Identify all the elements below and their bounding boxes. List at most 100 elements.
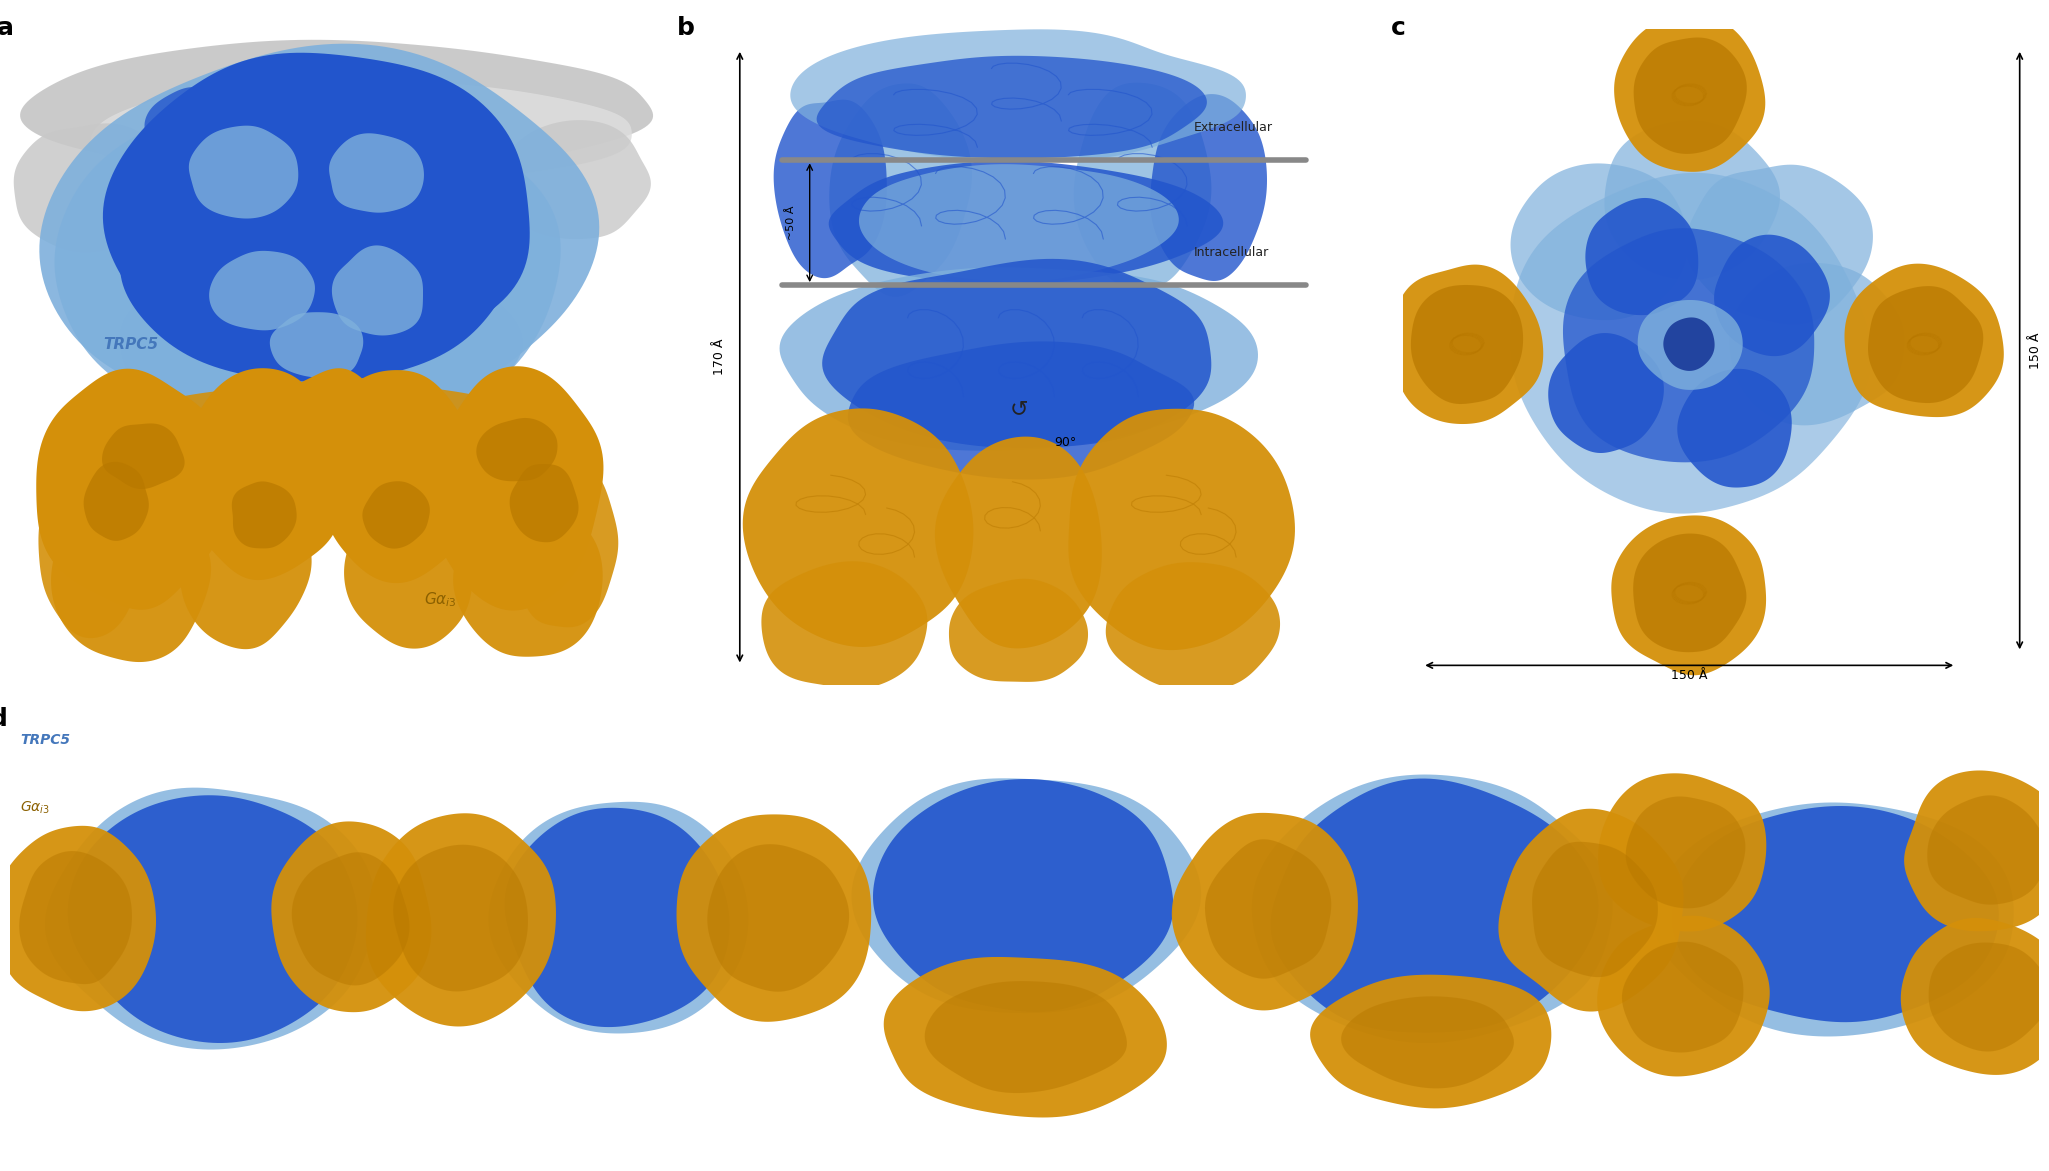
Polygon shape <box>0 826 156 1012</box>
Polygon shape <box>1654 802 2014 1036</box>
Polygon shape <box>209 251 316 330</box>
Polygon shape <box>1869 286 1983 403</box>
Polygon shape <box>1904 771 2049 931</box>
Polygon shape <box>1611 515 1766 676</box>
Polygon shape <box>475 418 557 481</box>
Polygon shape <box>18 851 131 984</box>
Polygon shape <box>270 821 432 1012</box>
Polygon shape <box>1633 534 1746 652</box>
Polygon shape <box>1533 842 1658 977</box>
Polygon shape <box>1604 119 1781 280</box>
Text: G$\alpha_{i3}$: G$\alpha_{i3}$ <box>20 799 51 816</box>
Text: c: c <box>1391 16 1406 40</box>
Polygon shape <box>1672 806 2000 1022</box>
Polygon shape <box>1844 263 2004 417</box>
Polygon shape <box>488 802 748 1034</box>
Polygon shape <box>121 118 516 382</box>
Polygon shape <box>291 852 410 986</box>
Polygon shape <box>1901 918 2049 1075</box>
Polygon shape <box>195 75 293 141</box>
Polygon shape <box>676 814 871 1022</box>
Polygon shape <box>510 464 578 542</box>
Polygon shape <box>1549 333 1664 453</box>
Polygon shape <box>744 409 973 648</box>
Polygon shape <box>1615 16 1766 172</box>
Polygon shape <box>828 160 1223 285</box>
Polygon shape <box>176 68 449 226</box>
Polygon shape <box>1633 37 1748 153</box>
Polygon shape <box>39 447 145 638</box>
Polygon shape <box>189 125 299 219</box>
Polygon shape <box>1684 165 1873 324</box>
Polygon shape <box>453 500 602 657</box>
Polygon shape <box>55 96 561 436</box>
Polygon shape <box>377 101 471 182</box>
Polygon shape <box>934 437 1102 649</box>
Text: ~50 Å: ~50 Å <box>785 205 795 240</box>
Polygon shape <box>1412 285 1522 404</box>
Polygon shape <box>416 162 514 239</box>
Polygon shape <box>90 80 631 186</box>
Polygon shape <box>775 100 887 279</box>
Text: 150 Å: 150 Å <box>1672 669 1707 682</box>
Polygon shape <box>232 481 297 548</box>
Polygon shape <box>270 313 363 377</box>
Text: TRPC5: TRPC5 <box>20 733 70 747</box>
Polygon shape <box>504 808 729 1027</box>
Polygon shape <box>1637 300 1744 390</box>
Polygon shape <box>818 56 1207 158</box>
Polygon shape <box>20 40 654 177</box>
Text: G$\alpha_{i3}$: G$\alpha_{i3}$ <box>424 590 457 609</box>
Polygon shape <box>39 43 598 427</box>
Polygon shape <box>873 779 1174 1012</box>
Polygon shape <box>162 240 260 316</box>
Polygon shape <box>1586 198 1699 315</box>
Text: ↺: ↺ <box>1010 399 1029 419</box>
Polygon shape <box>393 844 529 992</box>
Polygon shape <box>1563 228 1813 463</box>
Polygon shape <box>432 367 604 610</box>
Polygon shape <box>1510 164 1688 320</box>
Text: TRPC5: TRPC5 <box>104 336 158 351</box>
Polygon shape <box>1498 809 1684 1012</box>
Polygon shape <box>102 53 531 375</box>
Polygon shape <box>1309 974 1551 1109</box>
Polygon shape <box>1623 941 1744 1053</box>
Polygon shape <box>14 123 172 253</box>
Polygon shape <box>822 259 1211 448</box>
Text: 90°: 90° <box>1055 436 1076 448</box>
Polygon shape <box>121 251 522 434</box>
Polygon shape <box>508 454 619 628</box>
Polygon shape <box>330 133 424 213</box>
Polygon shape <box>762 561 928 689</box>
Polygon shape <box>363 481 430 548</box>
Polygon shape <box>859 164 1178 282</box>
Polygon shape <box>135 166 219 255</box>
Polygon shape <box>100 384 576 514</box>
Polygon shape <box>1928 943 2049 1052</box>
Text: 170 Å: 170 Å <box>713 338 725 376</box>
Polygon shape <box>1106 562 1281 691</box>
Text: d: d <box>0 707 8 731</box>
Polygon shape <box>830 83 971 297</box>
Polygon shape <box>1074 83 1211 288</box>
Polygon shape <box>1510 173 1871 514</box>
Polygon shape <box>1664 317 1715 371</box>
Polygon shape <box>1149 94 1266 281</box>
Polygon shape <box>791 29 1246 162</box>
Polygon shape <box>264 368 402 529</box>
Polygon shape <box>326 81 430 149</box>
Polygon shape <box>316 370 477 583</box>
Polygon shape <box>1172 813 1358 1011</box>
Polygon shape <box>852 779 1201 1013</box>
Text: Extracellular: Extracellular <box>1195 121 1272 135</box>
Polygon shape <box>1205 840 1332 979</box>
Polygon shape <box>68 795 359 1043</box>
Text: a: a <box>0 16 14 40</box>
Polygon shape <box>1678 369 1791 487</box>
Polygon shape <box>344 489 473 649</box>
Polygon shape <box>145 87 250 163</box>
Polygon shape <box>367 814 555 1027</box>
Polygon shape <box>1068 409 1295 650</box>
Polygon shape <box>389 219 498 295</box>
